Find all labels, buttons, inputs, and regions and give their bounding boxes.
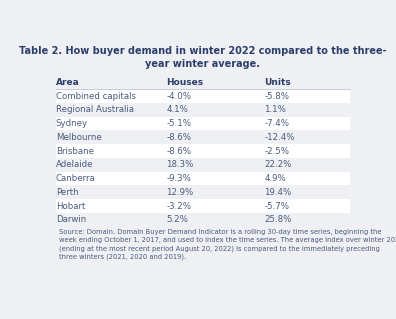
Text: Darwin: Darwin: [55, 215, 86, 224]
Text: Brisbane: Brisbane: [55, 146, 93, 156]
Text: Hobart: Hobart: [55, 202, 85, 211]
Bar: [55, 117, 350, 130]
Text: Source: Domain. Domain Buyer Demand Indicator is a rolling 30-day time series, b: Source: Domain. Domain Buyer Demand Indi…: [59, 229, 396, 260]
Text: -7.4%: -7.4%: [265, 119, 289, 128]
Bar: [55, 144, 350, 158]
Text: Units: Units: [265, 78, 291, 87]
Text: 4.9%: 4.9%: [265, 174, 286, 183]
Text: -3.2%: -3.2%: [166, 202, 191, 211]
Bar: [55, 213, 350, 227]
Bar: [55, 130, 350, 144]
Text: Adelaide: Adelaide: [55, 160, 93, 169]
Text: -4.0%: -4.0%: [166, 92, 191, 100]
Bar: [55, 41, 350, 74]
Text: 4.1%: 4.1%: [166, 105, 188, 114]
Text: 19.4%: 19.4%: [265, 188, 291, 197]
Bar: [55, 172, 350, 185]
Text: 25.8%: 25.8%: [265, 215, 292, 224]
Bar: [55, 89, 350, 103]
Text: -5.7%: -5.7%: [265, 202, 289, 211]
Bar: [55, 158, 350, 172]
Text: Area: Area: [55, 78, 79, 87]
Text: -8.6%: -8.6%: [166, 146, 191, 156]
Text: -5.1%: -5.1%: [166, 119, 191, 128]
Text: 18.3%: 18.3%: [166, 160, 194, 169]
Bar: [55, 103, 350, 117]
Text: -8.6%: -8.6%: [166, 133, 191, 142]
Text: Combined capitals: Combined capitals: [55, 92, 136, 100]
Text: 1.1%: 1.1%: [265, 105, 286, 114]
Bar: [55, 76, 350, 89]
Text: 5.2%: 5.2%: [166, 215, 188, 224]
Text: -9.3%: -9.3%: [166, 174, 191, 183]
Text: Sydney: Sydney: [55, 119, 88, 128]
Text: 12.9%: 12.9%: [166, 188, 193, 197]
Text: -2.5%: -2.5%: [265, 146, 289, 156]
Text: Melbourne: Melbourne: [55, 133, 101, 142]
Text: Regional Australia: Regional Australia: [55, 105, 133, 114]
Text: Table 2. How buyer demand in winter 2022 compared to the three-
year winter aver: Table 2. How buyer demand in winter 2022…: [19, 46, 387, 69]
Bar: [55, 199, 350, 213]
Text: -12.4%: -12.4%: [265, 133, 295, 142]
Text: Canberra: Canberra: [55, 174, 95, 183]
Text: Perth: Perth: [55, 188, 78, 197]
Text: 22.2%: 22.2%: [265, 160, 292, 169]
Text: Houses: Houses: [166, 78, 203, 87]
Text: -5.8%: -5.8%: [265, 92, 289, 100]
Bar: [55, 185, 350, 199]
